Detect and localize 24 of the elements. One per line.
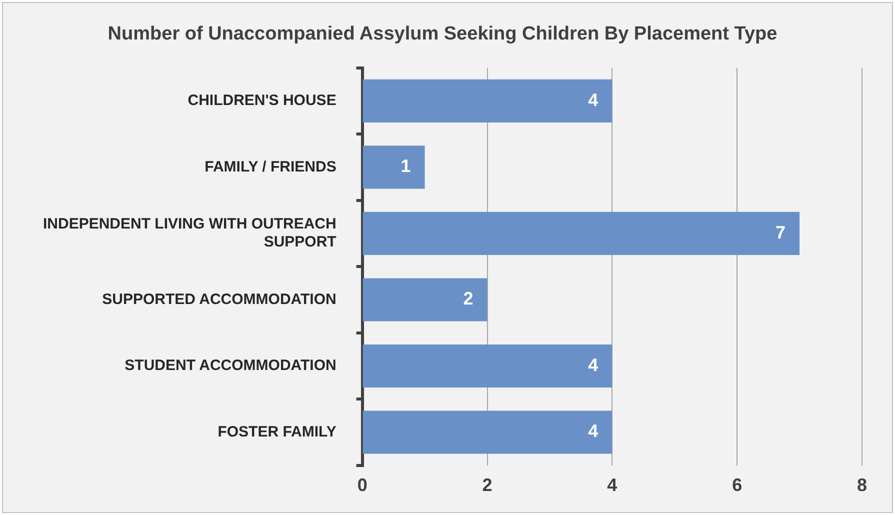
y-tick-label: CHILDREN'S HOUSE	[188, 92, 336, 110]
data-label: 4	[588, 90, 598, 110]
bar	[362, 146, 425, 189]
chart-title: Number of Unaccompanied Assylum Seeking Children By Placement Type	[108, 24, 778, 45]
y-tick-label: FOSTER FAMILY	[218, 423, 336, 440]
data-label: 1	[400, 156, 411, 176]
y-tick-label: SUPPORTED ACCOMMODATION	[102, 290, 336, 308]
data-label: 4	[588, 354, 598, 375]
bar	[362, 278, 488, 322]
bar	[362, 410, 612, 454]
data-label: 2	[463, 288, 474, 309]
y-tick-label: INDEPENDENT LIVING WITH OUTREACH SUPPORT	[42, 216, 336, 251]
bar	[362, 344, 612, 388]
data-label: 4	[588, 421, 598, 442]
x-tick-label: 6	[732, 475, 742, 496]
x-tick-label: 2	[482, 475, 492, 496]
bar	[362, 79, 612, 122]
x-tick-label: 8	[856, 475, 868, 496]
data-label: 7	[776, 222, 786, 242]
x-tick-label: 0	[357, 475, 368, 496]
y-tick-label: FAMILY / FRIENDS	[204, 158, 336, 176]
bar	[362, 212, 800, 256]
y-tick-label: STUDENT ACCOMMODATION	[124, 357, 336, 374]
x-tick-label: 4	[607, 475, 618, 496]
